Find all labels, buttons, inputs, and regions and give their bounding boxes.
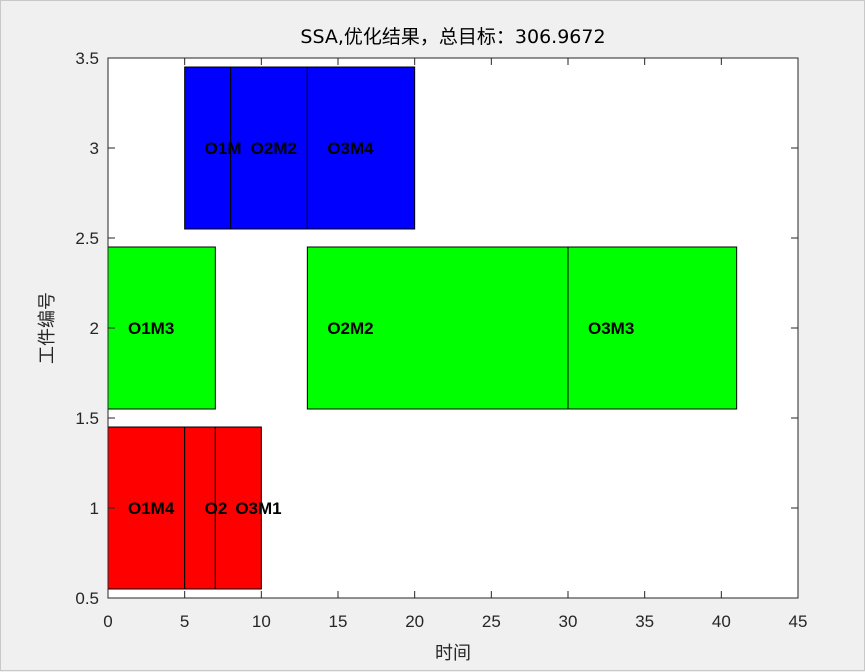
y-tick-label: 3.5: [75, 49, 99, 68]
gantt-bar-label: O2: [205, 499, 228, 518]
x-tick-label: 10: [252, 612, 271, 631]
gantt-bar: [184, 426, 216, 590]
x-tick-label: 25: [482, 612, 501, 631]
x-tick-label: 40: [712, 612, 731, 631]
y-tick-label: 0.5: [75, 589, 99, 608]
gantt-bar-label: O3M3: [588, 319, 634, 338]
bar-labels-layer: O1M4 O2 O3M1 O1M3 O2M2 O3M3 O1M O2M2 O3M4: [128, 139, 634, 518]
gantt-bar: [306, 66, 416, 230]
bars-layer: [107, 66, 738, 590]
x-tick-label: 15: [329, 612, 348, 631]
gantt-bar: [107, 426, 186, 590]
x-tick-label: 0: [103, 612, 112, 631]
gantt-bar-label: O2M2: [251, 139, 297, 158]
y-tick-label: 2.5: [75, 229, 99, 248]
x-tick-label: 35: [635, 612, 654, 631]
gantt-bar-label: O1M3: [128, 319, 174, 338]
x-tick-label: 45: [789, 612, 808, 631]
y-tick-label: 1.5: [75, 409, 99, 428]
x-tick-label: 30: [559, 612, 578, 631]
gantt-bar-label: O2M2: [327, 319, 373, 338]
axes-layer: 0 5 10 15 20 25 30 35 40 45 0.5 1 1.5 2 2.5 3 3.5: [75, 49, 807, 631]
gantt-bar-label: O3M1: [235, 499, 281, 518]
gantt-bar: [107, 246, 216, 410]
x-tick-label: 20: [405, 612, 424, 631]
gantt-bar: [306, 246, 569, 410]
gantt-bar: [230, 66, 308, 230]
gantt-bar-label: O3M4: [327, 139, 374, 158]
x-tick-label: 5: [180, 612, 189, 631]
gantt-bar: [184, 66, 232, 230]
gantt-bar-label: O1M: [205, 139, 242, 158]
chart-title: SSA,优化结果，总目标：306.9672: [300, 26, 605, 48]
gantt-bar: [567, 246, 738, 410]
y-tick-label: 2: [90, 319, 99, 338]
x-axis-title: 时间: [435, 643, 471, 664]
y-tick-label: 1: [90, 499, 99, 518]
y-axis-title: 工件编号: [37, 292, 58, 364]
gantt-bar-label: O1M4: [128, 499, 175, 518]
y-tick-label: 3: [90, 139, 99, 158]
gantt-bar: [214, 426, 262, 590]
